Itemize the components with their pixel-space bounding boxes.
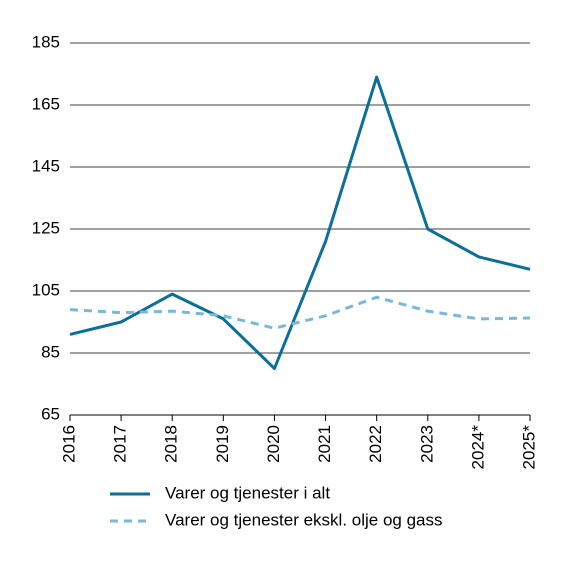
x-tick-label: 2020 (264, 425, 283, 463)
y-tick-label: 185 (32, 32, 60, 51)
x-tick-label: 2019 (213, 425, 232, 463)
x-tick-label: 2018 (162, 425, 181, 463)
legend-label: Varer og tjenester i alt (165, 483, 330, 502)
x-tick-label: 2021 (315, 425, 334, 463)
x-tick-label: 2025* (519, 425, 538, 470)
y-tick-label: 145 (32, 156, 60, 175)
x-tick-label: 2017 (111, 425, 130, 463)
y-tick-label: 165 (32, 94, 60, 113)
x-tick-label: 2023 (417, 425, 436, 463)
legend-label: Varer og tjenester ekskl. olje og gass (165, 510, 443, 529)
y-tick-label: 65 (41, 404, 60, 423)
series-line (69, 295, 531, 330)
x-tick-label: 2024* (468, 425, 487, 470)
x-tick-label: 2022 (366, 425, 385, 463)
y-tick-label: 105 (32, 280, 60, 299)
y-tick-label: 125 (32, 218, 60, 237)
x-tick-label: 2016 (59, 425, 78, 463)
series-line (69, 75, 531, 370)
y-tick-label: 85 (41, 342, 60, 361)
